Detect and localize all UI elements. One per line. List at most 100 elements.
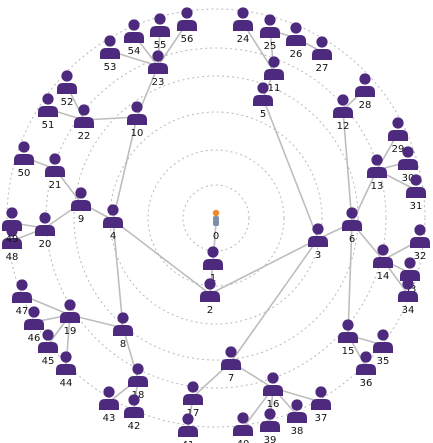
node-10[interactable]: 10 — [127, 101, 147, 139]
node-8[interactable]: 8 — [113, 312, 133, 350]
node-44[interactable]: 44 — [56, 351, 76, 389]
node-36[interactable]: 36 — [356, 351, 376, 389]
node-46[interactable]: 46 — [24, 306, 44, 344]
node-34[interactable]: 34 — [398, 278, 418, 316]
node-50[interactable]: 50 — [14, 141, 34, 179]
node-22[interactable]: 22 — [74, 104, 94, 142]
node-24[interactable]: 24 — [233, 7, 253, 45]
person-icon-body — [253, 95, 273, 106]
node-12[interactable]: 12 — [333, 94, 353, 132]
node-label: 40 — [237, 439, 250, 443]
edge-3-5 — [262, 97, 319, 240]
node-13[interactable]: 13 — [367, 154, 387, 192]
person-icon-body — [263, 385, 283, 396]
node-45[interactable]: 45 — [38, 329, 58, 367]
node-42[interactable]: 42 — [124, 394, 144, 432]
node-51[interactable]: 51 — [38, 93, 58, 131]
node-41[interactable]: 41 — [178, 413, 198, 443]
node-37[interactable]: 37 — [311, 386, 331, 424]
node-label: 41 — [182, 440, 195, 443]
node-31[interactable]: 31 — [406, 174, 426, 212]
node-27[interactable]: 27 — [312, 36, 332, 74]
node-20[interactable]: 20 — [35, 212, 55, 250]
node-16[interactable]: 16 — [263, 372, 283, 410]
person-icon-head — [182, 413, 194, 425]
node-33[interactable]: 33 — [400, 257, 420, 295]
node-56[interactable]: 56 — [177, 7, 197, 45]
person-icon-body — [113, 325, 133, 336]
person-icon-head — [78, 104, 90, 116]
node-32[interactable]: 32 — [410, 224, 430, 262]
node-18[interactable]: 18 — [128, 363, 148, 401]
node-label: 24 — [237, 34, 250, 45]
node-55[interactable]: 55 — [150, 13, 170, 51]
node-5[interactable]: 5 — [253, 82, 273, 120]
node-47[interactable]: 47 — [12, 279, 32, 317]
node-40[interactable]: 40 — [233, 412, 253, 443]
person-icon-body — [177, 20, 197, 31]
node-21[interactable]: 21 — [45, 153, 65, 191]
person-icon-body — [183, 394, 203, 405]
node-label: 30 — [402, 173, 415, 184]
person-icon-body — [57, 83, 77, 94]
node-23[interactable]: 23 — [148, 50, 168, 88]
node-label: 6 — [349, 234, 355, 245]
node-label: 19 — [64, 326, 77, 337]
person-icon-head — [128, 19, 140, 31]
node-53[interactable]: 53 — [100, 35, 120, 73]
node-39[interactable]: 39 — [260, 408, 280, 443]
person-icon-head — [291, 399, 303, 411]
node-38[interactable]: 38 — [287, 399, 307, 437]
node-11[interactable]: 11 — [264, 56, 284, 94]
person-icon-head — [316, 36, 328, 48]
node-2[interactable]: 2 — [200, 278, 220, 316]
person-icon-head — [264, 408, 276, 420]
node-label: 28 — [359, 100, 372, 111]
node-label: 26 — [290, 49, 303, 60]
node-1[interactable]: 1 — [203, 246, 223, 284]
person-icon-body — [100, 48, 120, 59]
node-7[interactable]: 7 — [221, 346, 241, 384]
node-35[interactable]: 35 — [373, 329, 393, 367]
person-icon-body — [287, 412, 307, 423]
node-14[interactable]: 14 — [373, 244, 393, 282]
person-icon-body — [355, 86, 375, 97]
person-icon-body — [24, 319, 44, 330]
person-icon-head — [75, 187, 87, 199]
node-26[interactable]: 26 — [286, 22, 306, 60]
node-29[interactable]: 29 — [388, 117, 408, 155]
ring-5 — [45, 47, 387, 389]
node-19[interactable]: 19 — [60, 299, 80, 337]
node-label: 49 — [6, 234, 19, 245]
node-label: 42 — [128, 421, 141, 432]
node-label: 15 — [342, 346, 355, 357]
node-4[interactable]: 4 — [103, 204, 123, 242]
node-label: 17 — [187, 408, 200, 419]
node-17[interactable]: 17 — [183, 381, 203, 419]
person-icon-head — [49, 153, 61, 165]
node-49[interactable]: 49 — [2, 207, 22, 245]
node-9[interactable]: 9 — [71, 187, 91, 225]
node-15[interactable]: 15 — [338, 319, 358, 357]
node-3[interactable]: 3 — [308, 223, 328, 261]
edge-3-7 — [230, 238, 319, 363]
person-icon-body — [60, 312, 80, 323]
person-icon-head — [128, 394, 140, 406]
node-25[interactable]: 25 — [260, 14, 280, 52]
person-icon-body — [410, 237, 430, 248]
node-6[interactable]: 6 — [342, 207, 362, 245]
person-icon-body — [12, 292, 32, 303]
node-43[interactable]: 43 — [99, 386, 119, 424]
node-label: 52 — [61, 97, 74, 108]
node-label: 10 — [131, 128, 144, 139]
person-icon-head — [6, 207, 18, 219]
person-icon-head — [131, 101, 143, 113]
person-icon-head — [42, 329, 54, 341]
person-icon-body — [150, 26, 170, 37]
node-28[interactable]: 28 — [355, 73, 375, 111]
node-30[interactable]: 30 — [398, 146, 418, 184]
node-54[interactable]: 54 — [124, 19, 144, 57]
person-icon-body — [71, 200, 91, 211]
center-node[interactable]: 0 — [212, 209, 220, 242]
node-52[interactable]: 52 — [57, 70, 77, 108]
